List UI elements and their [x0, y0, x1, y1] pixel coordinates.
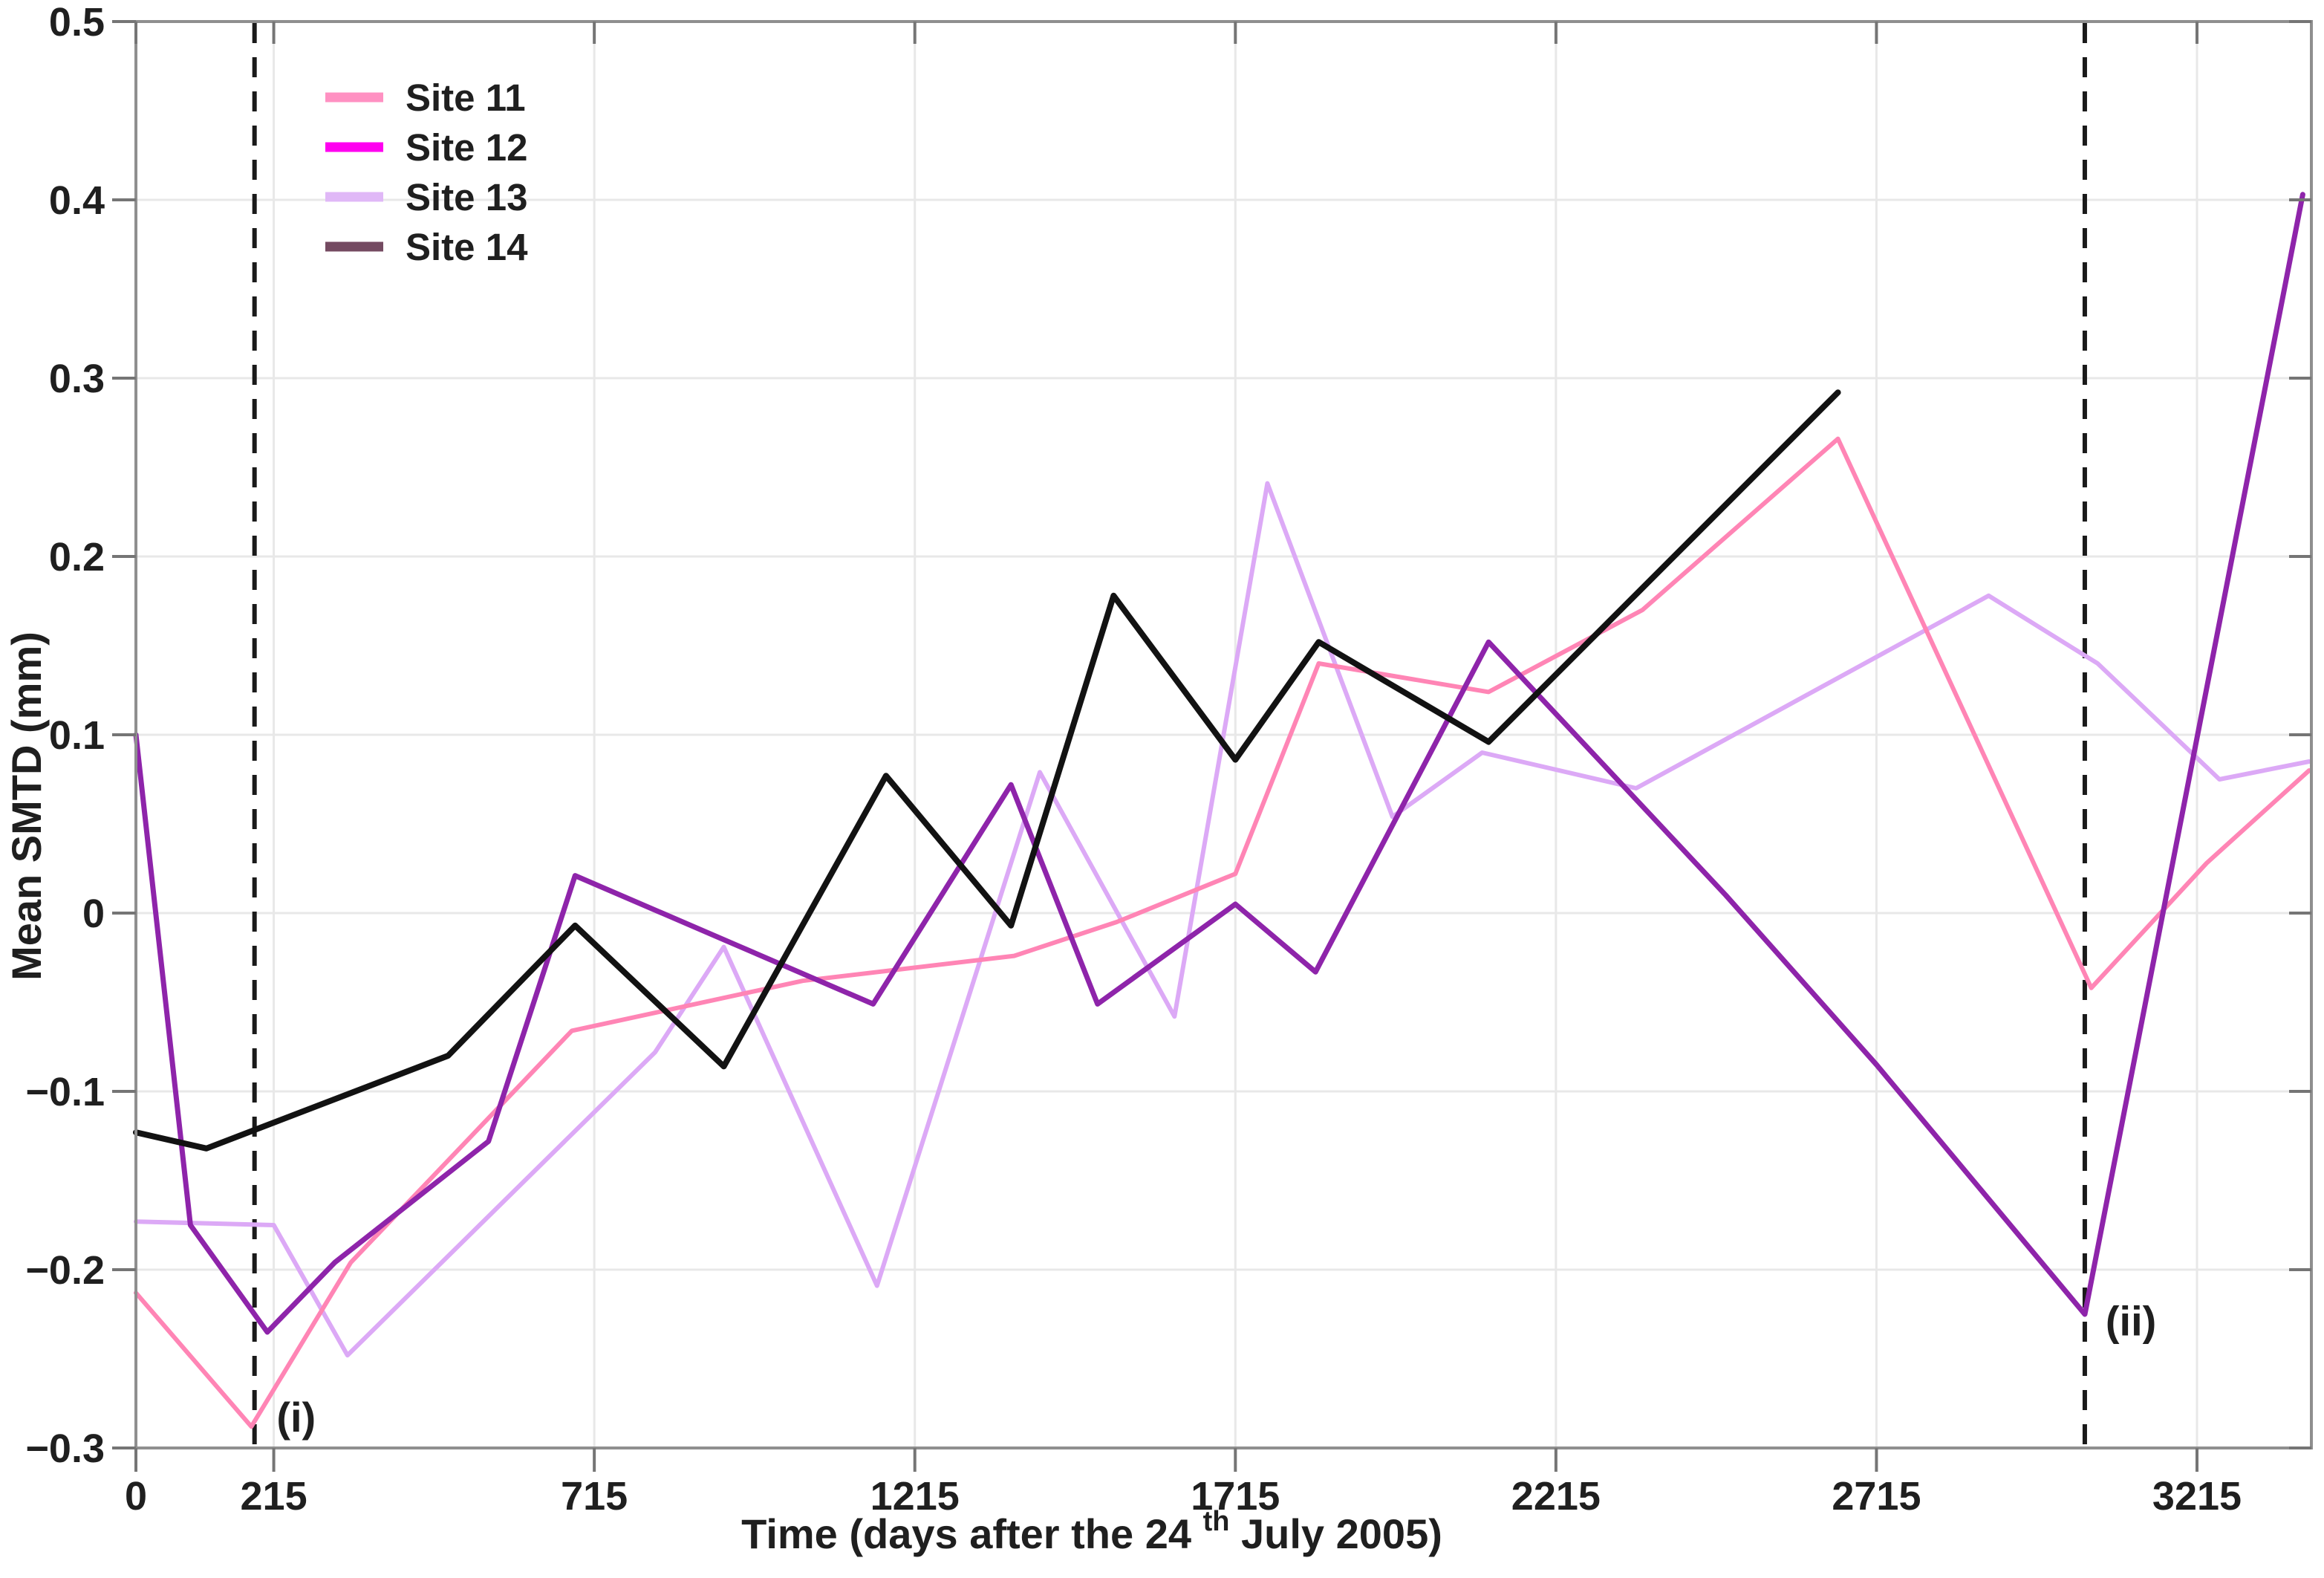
series-line-site-13	[134, 481, 2311, 1358]
x-tick-label: 215	[241, 1474, 307, 1519]
annotation-labels: (i) (ii)	[276, 1298, 2156, 1441]
x-tick-label: 2215	[1511, 1474, 1601, 1519]
y-tick-label: 0	[82, 892, 105, 936]
series-line-site-14	[133, 389, 1841, 1152]
y-tick-label: 0.4	[49, 178, 105, 223]
x-tick-label: 0	[125, 1474, 147, 1519]
x-axis-title: Time (days after the 24 th July 2005)	[741, 1493, 1442, 1557]
y-tick-label: 0.1	[49, 713, 105, 758]
y-tick-label: −0.1	[25, 1070, 105, 1114]
y-tick-label: −0.3	[25, 1426, 105, 1471]
series-line-site-12	[133, 192, 2305, 1335]
y-tick-label: 0.5	[49, 0, 105, 45]
annotation-label: (ii)	[2106, 1298, 2156, 1345]
y-axis-title: Mean SMTD (mm)	[3, 631, 50, 981]
y-tick-label: −0.2	[25, 1248, 105, 1293]
y-tick-label: 0.3	[49, 357, 105, 401]
x-tick-label: 1215	[870, 1474, 960, 1519]
tick-marks	[112, 20, 2311, 1472]
x-axis-title-post: July 2005)	[1241, 1510, 1442, 1557]
x-tick-label: 1715	[1191, 1474, 1280, 1519]
legend-label-site-12: Site 12	[406, 126, 527, 169]
data-series	[133, 192, 2311, 1429]
series-line-site-11	[134, 436, 2311, 1429]
tick-labels: −0.3 −0.2 −0.1 0 0.1 0.2 0.3 0.4 0.5 0 215 715 1215 1…	[25, 0, 2242, 1519]
x-tick-label: 715	[561, 1474, 628, 1519]
x-axis-title-pre: Time (days after the 24	[741, 1510, 1191, 1557]
legend-label-site-11: Site 11	[406, 77, 526, 119]
x-tick-label: 2715	[1832, 1474, 1921, 1519]
legend-label-site-13: Site 13	[406, 176, 527, 218]
x-tick-label: 3215	[2152, 1474, 2242, 1519]
annotation-label: (i)	[276, 1394, 316, 1441]
y-tick-label: 0.2	[49, 535, 105, 579]
x-axis-title-sup: th	[1203, 1506, 1230, 1537]
legend-label-site-14: Site 14	[406, 226, 528, 268]
legend: Site 11 Site 12 Site 13 Site 14	[325, 77, 528, 268]
